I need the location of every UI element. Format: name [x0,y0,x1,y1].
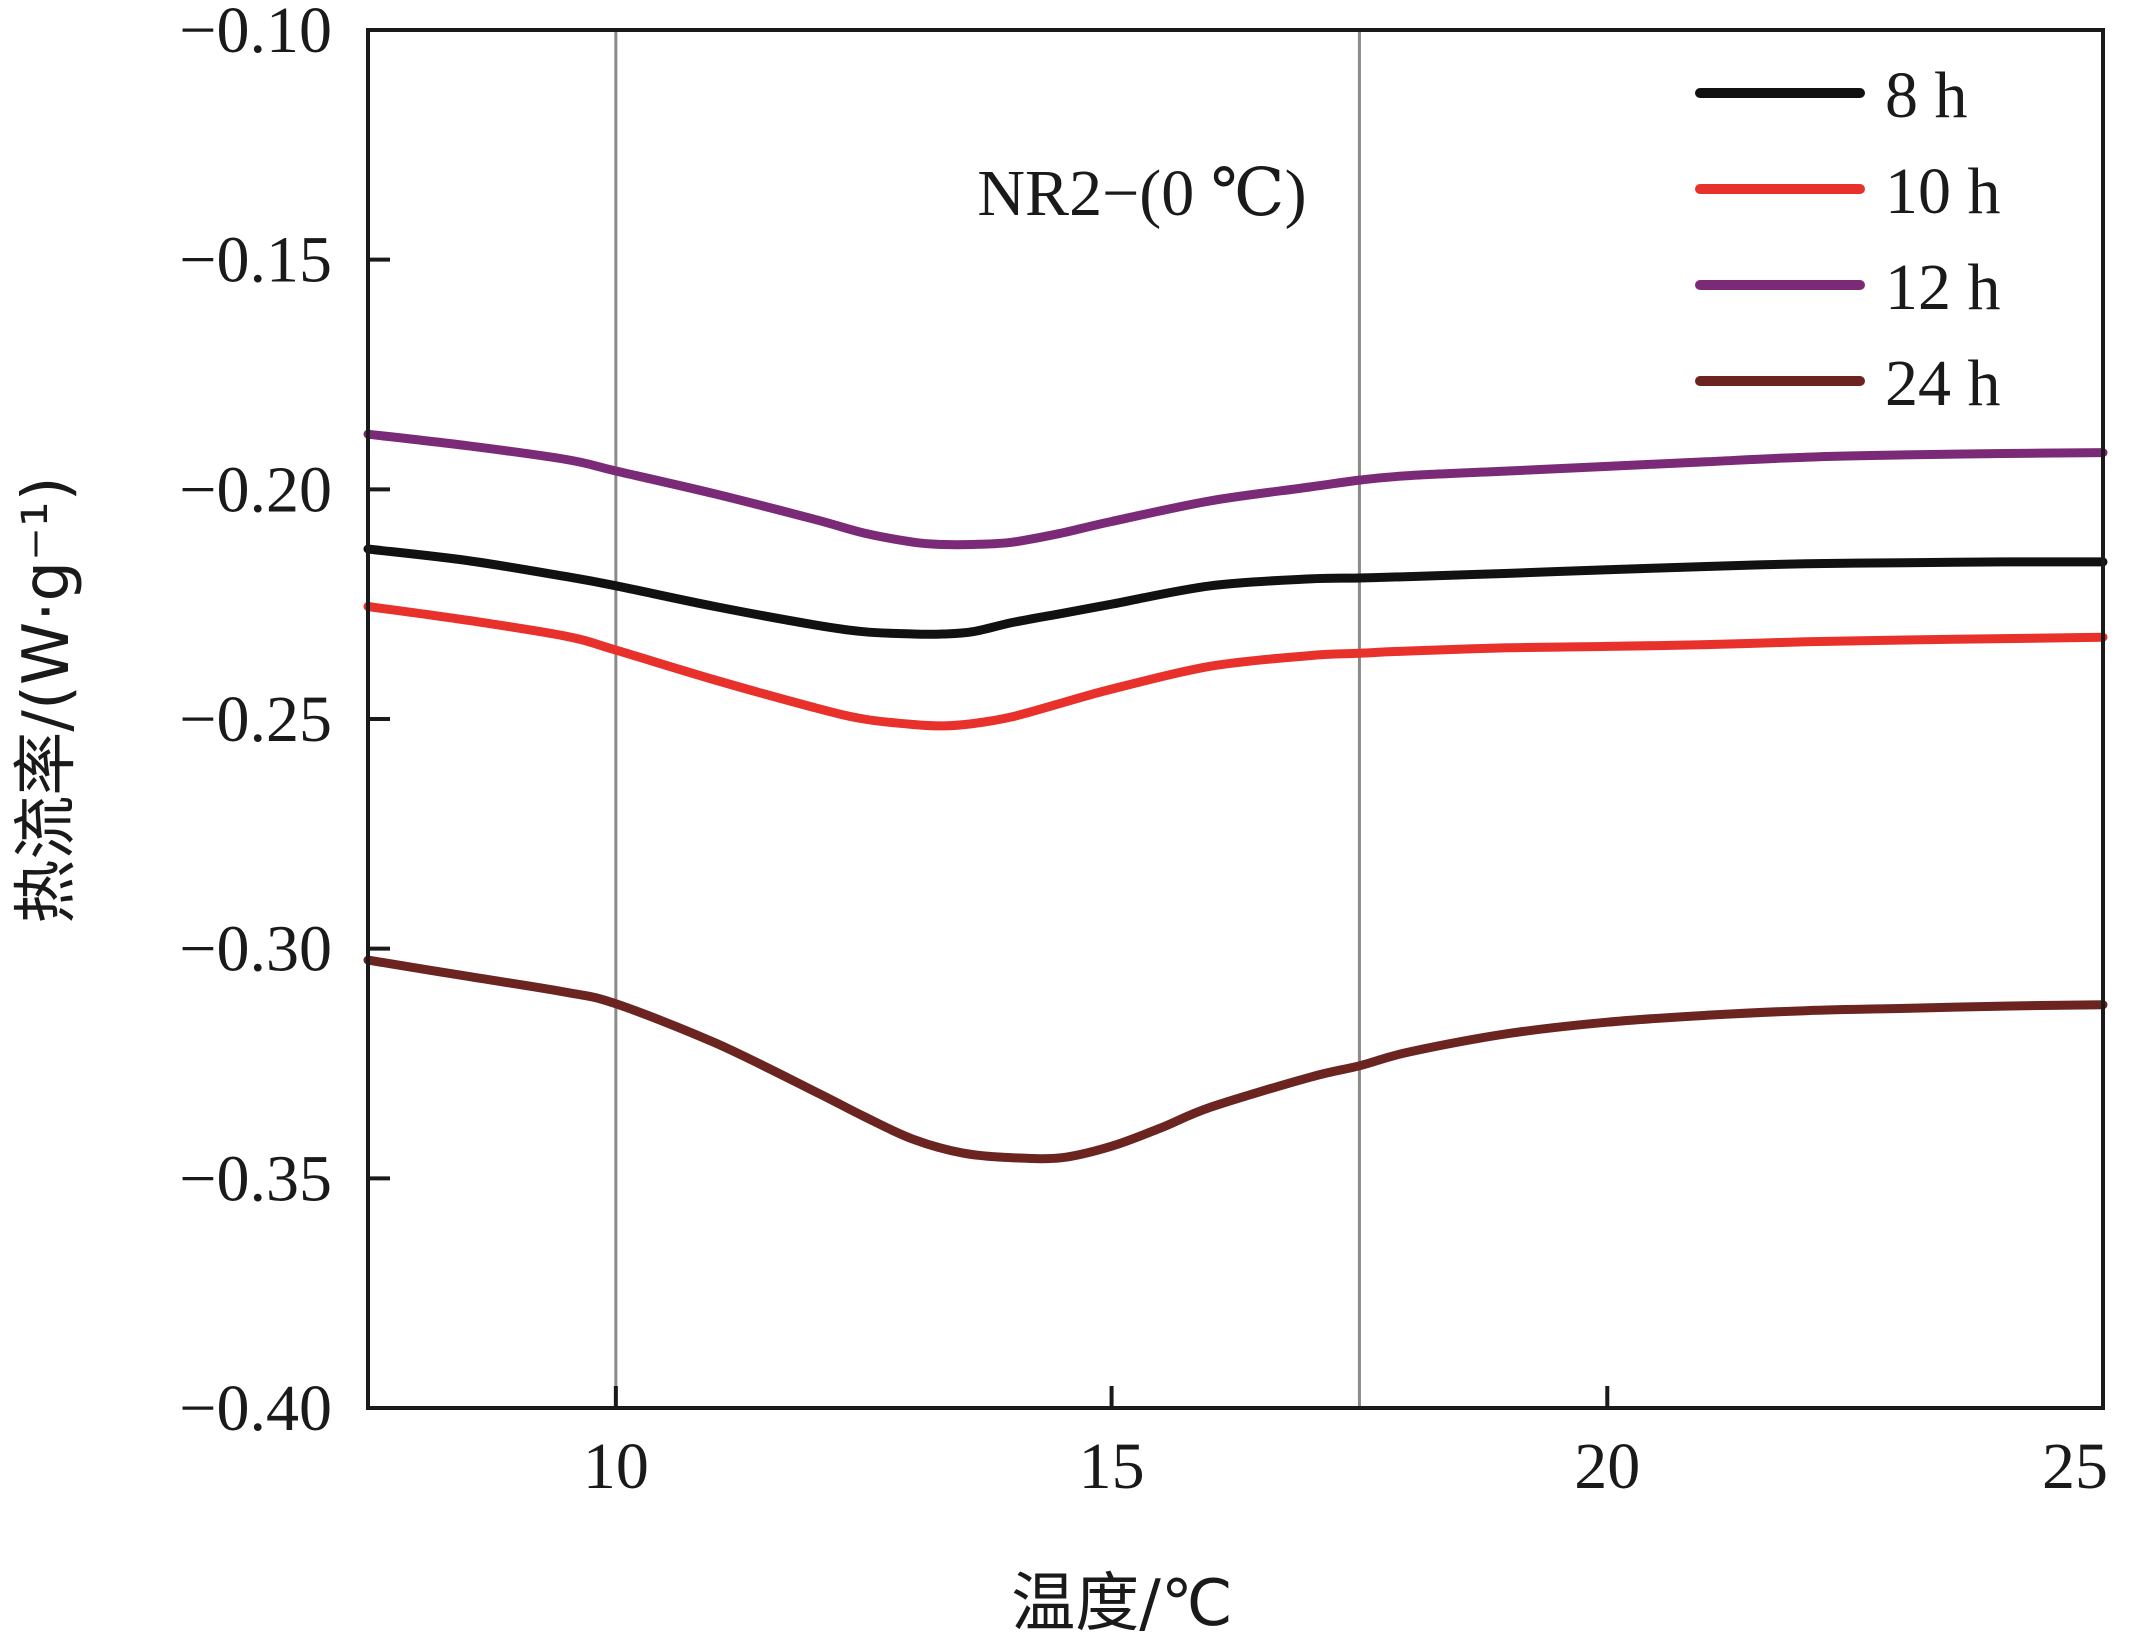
series-line-24h [363,955,2108,1164]
legend: 8 h 10 h 12 h 24 h [1695,59,2001,420]
y-axis-title: 热流率/(W·g⁻¹) [10,476,84,923]
legend-label: 8 h [1885,59,1968,132]
series-line-8h [363,544,2108,639]
reference-lines [614,30,1361,1408]
x-tick-label: 15 [1079,1430,1145,1503]
legend-label: 12 h [1885,251,2001,324]
y-tick-label: −0.15 [179,224,332,297]
x-axis: 10 15 20 25 [583,1386,2108,1503]
plot-area-frame [366,28,2105,1410]
y-tick-label: −0.30 [179,913,332,986]
legend-label: 10 h [1885,155,2001,228]
chart-annotation: NR2−(0 ℃) [977,157,1306,230]
y-tick-label: −0.40 [179,1372,332,1445]
y-tick-label: −0.35 [179,1142,332,1215]
y-axis: −0.10 −0.15 −0.20 −0.25 −0.30 −0.35 −0.40 [179,0,390,1445]
series-lines [363,429,2108,1164]
series-line-12h [363,429,2108,550]
x-tick-label: 10 [583,1430,649,1503]
x-tick-label: 20 [1574,1430,1640,1503]
legend-label: 24 h [1885,347,2001,420]
x-tick-label: 25 [2042,1430,2108,1503]
y-tick-label: −0.25 [179,683,332,756]
x-axis-title: 温度/℃ [1011,1567,1232,1638]
y-tick-label: −0.20 [179,453,332,526]
y-tick-label: −0.10 [179,0,332,67]
series-line-10h [363,602,2108,731]
